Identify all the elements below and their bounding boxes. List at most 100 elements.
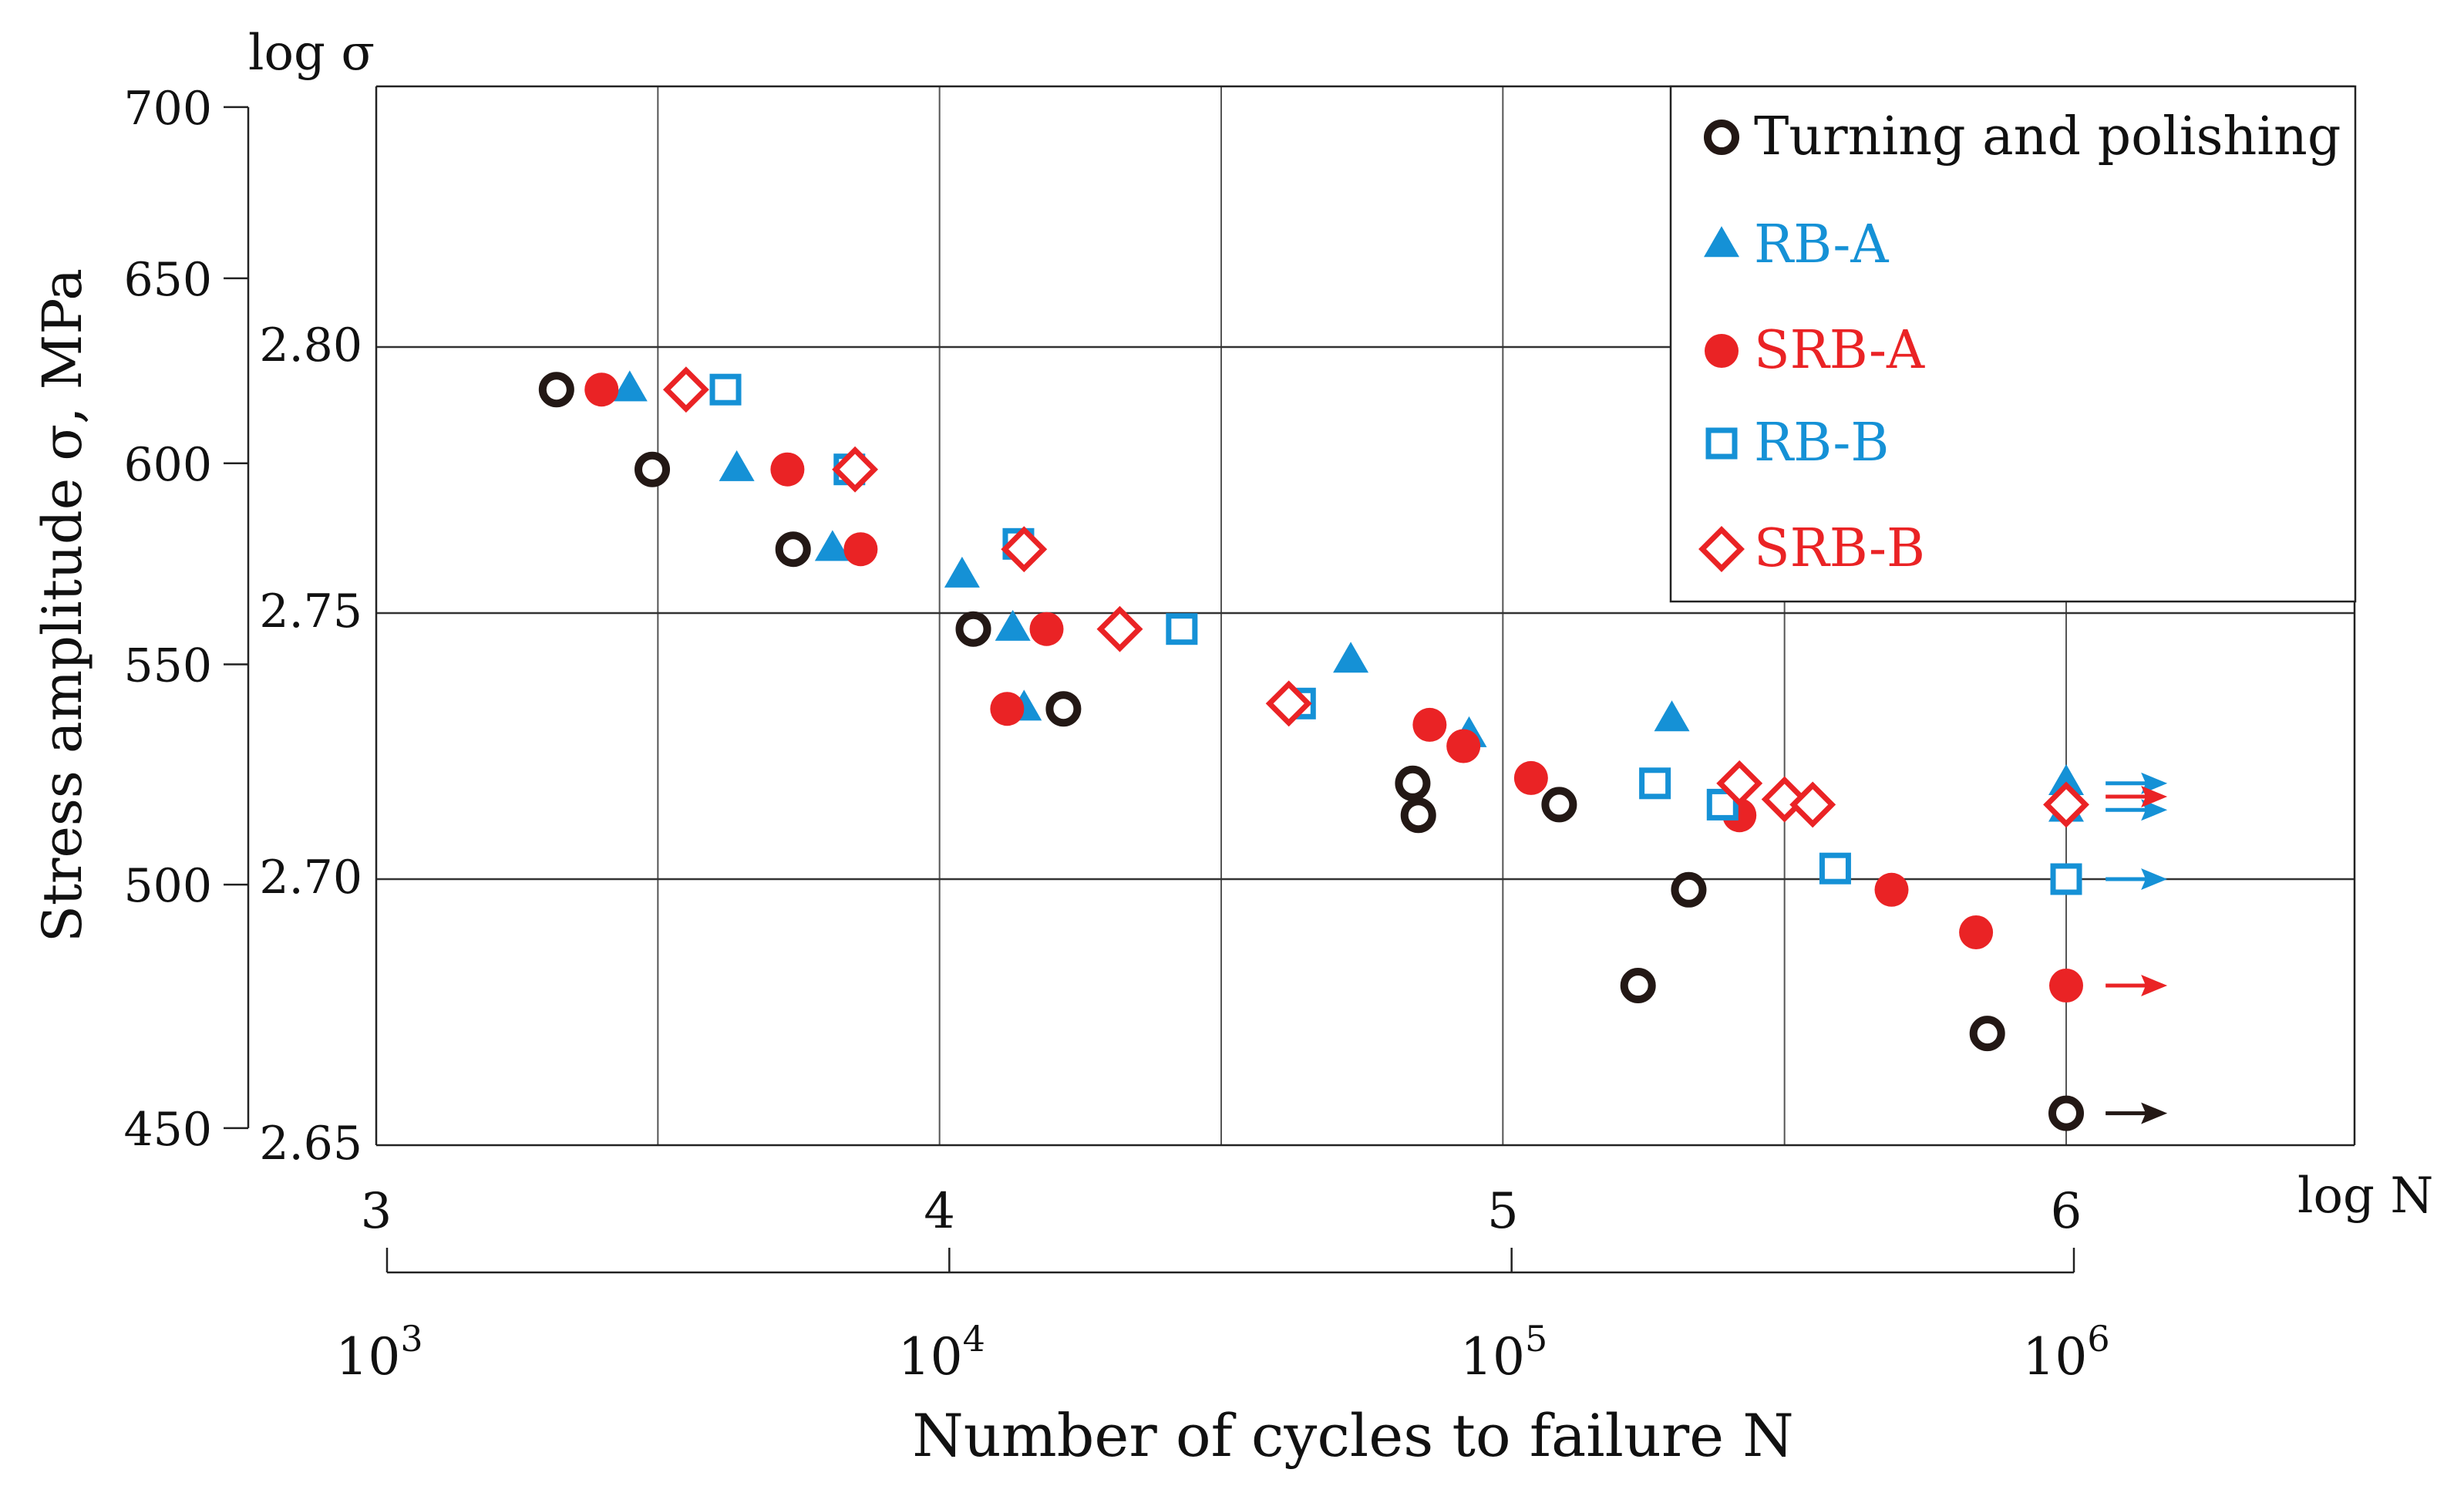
n-axis-tick-label: 105: [1460, 1318, 1547, 1387]
data-point-triangle: [611, 370, 648, 402]
marker-triangle-shape: [2048, 764, 2084, 795]
data-point-dot: [1446, 729, 1481, 763]
stress-tick-label: 550: [123, 639, 212, 693]
data-point-triangle: [2048, 764, 2084, 795]
log-x-tick-label: 6: [2051, 1183, 2082, 1240]
data-point-dot: [843, 532, 878, 567]
marker-triangle-shape: [1704, 226, 1739, 258]
data-point-ring: [1620, 968, 1656, 1003]
marker-square-shape: [1819, 852, 1851, 885]
marker-diamond-shape: [832, 446, 879, 493]
runout-arrow: [2106, 975, 2168, 996]
data-point-dot: [1412, 707, 1447, 742]
marker-dot-shape: [770, 452, 805, 487]
legend-box: [1669, 85, 2357, 603]
data-point-dot: [2049, 969, 2083, 1003]
marker-triangle-shape: [814, 530, 850, 561]
y-axis-log-label: log σ: [248, 25, 375, 82]
legend-marker-square: [1705, 427, 1738, 460]
stress-tick-label: 450: [123, 1103, 212, 1157]
marker-triangle-shape: [995, 609, 1031, 641]
marker-square-shape: [2050, 863, 2082, 895]
marker-dot-shape: [990, 692, 1025, 726]
data-point-triangle: [1333, 642, 1369, 673]
n-axis-tick-label: 106: [2022, 1318, 2109, 1387]
log-y-tick-label: 2.65: [259, 1117, 362, 1171]
data-point-diamond: [1716, 760, 1763, 807]
marker-diamond-shape: [1698, 526, 1745, 572]
data-point-square: [1166, 613, 1198, 645]
marker-ring-shape: [1704, 120, 1739, 155]
data-point-dot: [770, 452, 805, 487]
data-point-diamond: [1096, 605, 1143, 652]
marker-ring-shape: [955, 611, 991, 647]
marker-ring-shape: [635, 451, 671, 487]
data-point-dot: [584, 372, 619, 407]
runout-arrow: [2106, 1102, 2168, 1124]
data-point-diamond: [1001, 526, 1048, 573]
runout-arrow-head: [2141, 868, 2168, 890]
marker-diamond-shape: [1001, 526, 1048, 573]
legend-marker-dot: [1705, 334, 1739, 368]
data-point-square: [2050, 863, 2082, 895]
runout-arrows: [2106, 772, 2168, 1124]
runout-arrow-head: [2141, 786, 2168, 808]
data-point-diamond: [662, 366, 709, 413]
marker-diamond-shape: [1716, 760, 1763, 807]
marker-diamond-shape: [2043, 781, 2089, 828]
marker-ring-shape: [2048, 1095, 2084, 1131]
y-axis-title: Stress amplitude σ, MPa: [31, 268, 94, 942]
data-point-ring: [1541, 787, 1577, 823]
data-point-triangle: [944, 556, 980, 588]
legend-label: SRB-B: [1754, 518, 1925, 579]
data-point-dot: [1874, 872, 1909, 907]
data-point-triangle: [1654, 700, 1690, 732]
data-point-ring: [538, 372, 574, 408]
marker-dot-shape: [1874, 872, 1909, 907]
stress-tick-label: 650: [123, 253, 212, 307]
data-point-square: [1819, 852, 1851, 885]
data-point-ring: [1671, 871, 1707, 908]
data-point-diamond: [832, 446, 879, 493]
data-point-ring: [635, 451, 671, 487]
marker-ring-shape: [1400, 797, 1436, 834]
data-point-diamond: [1789, 781, 1836, 828]
data-point-ring: [1969, 1016, 2005, 1052]
marker-ring-shape: [1620, 968, 1656, 1003]
data-point-dot: [1029, 612, 1064, 646]
data-point-diamond: [2043, 781, 2089, 828]
axis-titles: log σ log N Number of cycles to failure N S…: [31, 25, 2433, 1470]
data-points: [538, 366, 2089, 1131]
marker-dot-shape: [843, 532, 878, 567]
marker-ring-shape: [1969, 1016, 2005, 1052]
log-x-tick-label: 4: [924, 1183, 955, 1240]
stress-tick-label: 600: [123, 438, 212, 492]
log-y-tick-label: 2.70: [259, 851, 362, 905]
legend-label: RB-B: [1754, 413, 1889, 473]
stress-tick-label: 700: [123, 82, 212, 136]
data-point-square: [1706, 788, 1739, 821]
marker-diamond-shape: [1096, 605, 1143, 652]
data-point-dot: [1959, 915, 1994, 949]
log-x-tick-label: 3: [361, 1183, 392, 1240]
marker-diamond-shape: [1789, 781, 1836, 828]
log-y-tick-label: 2.80: [259, 318, 362, 372]
data-point-dot: [990, 692, 1025, 726]
marker-ring-shape: [1045, 691, 1082, 727]
marker-diamond-shape: [1265, 680, 1312, 727]
tick-labels: 700 650 600 550 500 450 2.80 2.75 2.70 2.65 3 4 5 6 10…: [123, 82, 2109, 1387]
data-point-diamond: [1265, 680, 1312, 727]
legend-label: RB-A: [1754, 214, 1889, 275]
data-point-ring: [2048, 1095, 2084, 1131]
data-point-ring: [1400, 797, 1436, 834]
data-point-ring: [1045, 691, 1082, 727]
marker-square-shape: [1706, 788, 1739, 821]
stress-tick-label: 500: [123, 859, 212, 913]
legend-marker-ring: [1704, 120, 1739, 155]
marker-ring-shape: [1395, 765, 1431, 801]
marker-ring-shape: [775, 531, 811, 568]
runout-arrow: [2106, 786, 2168, 808]
marker-ring-shape: [1671, 871, 1707, 908]
marker-square-shape: [1705, 427, 1738, 460]
runout-arrow: [2106, 868, 2168, 890]
